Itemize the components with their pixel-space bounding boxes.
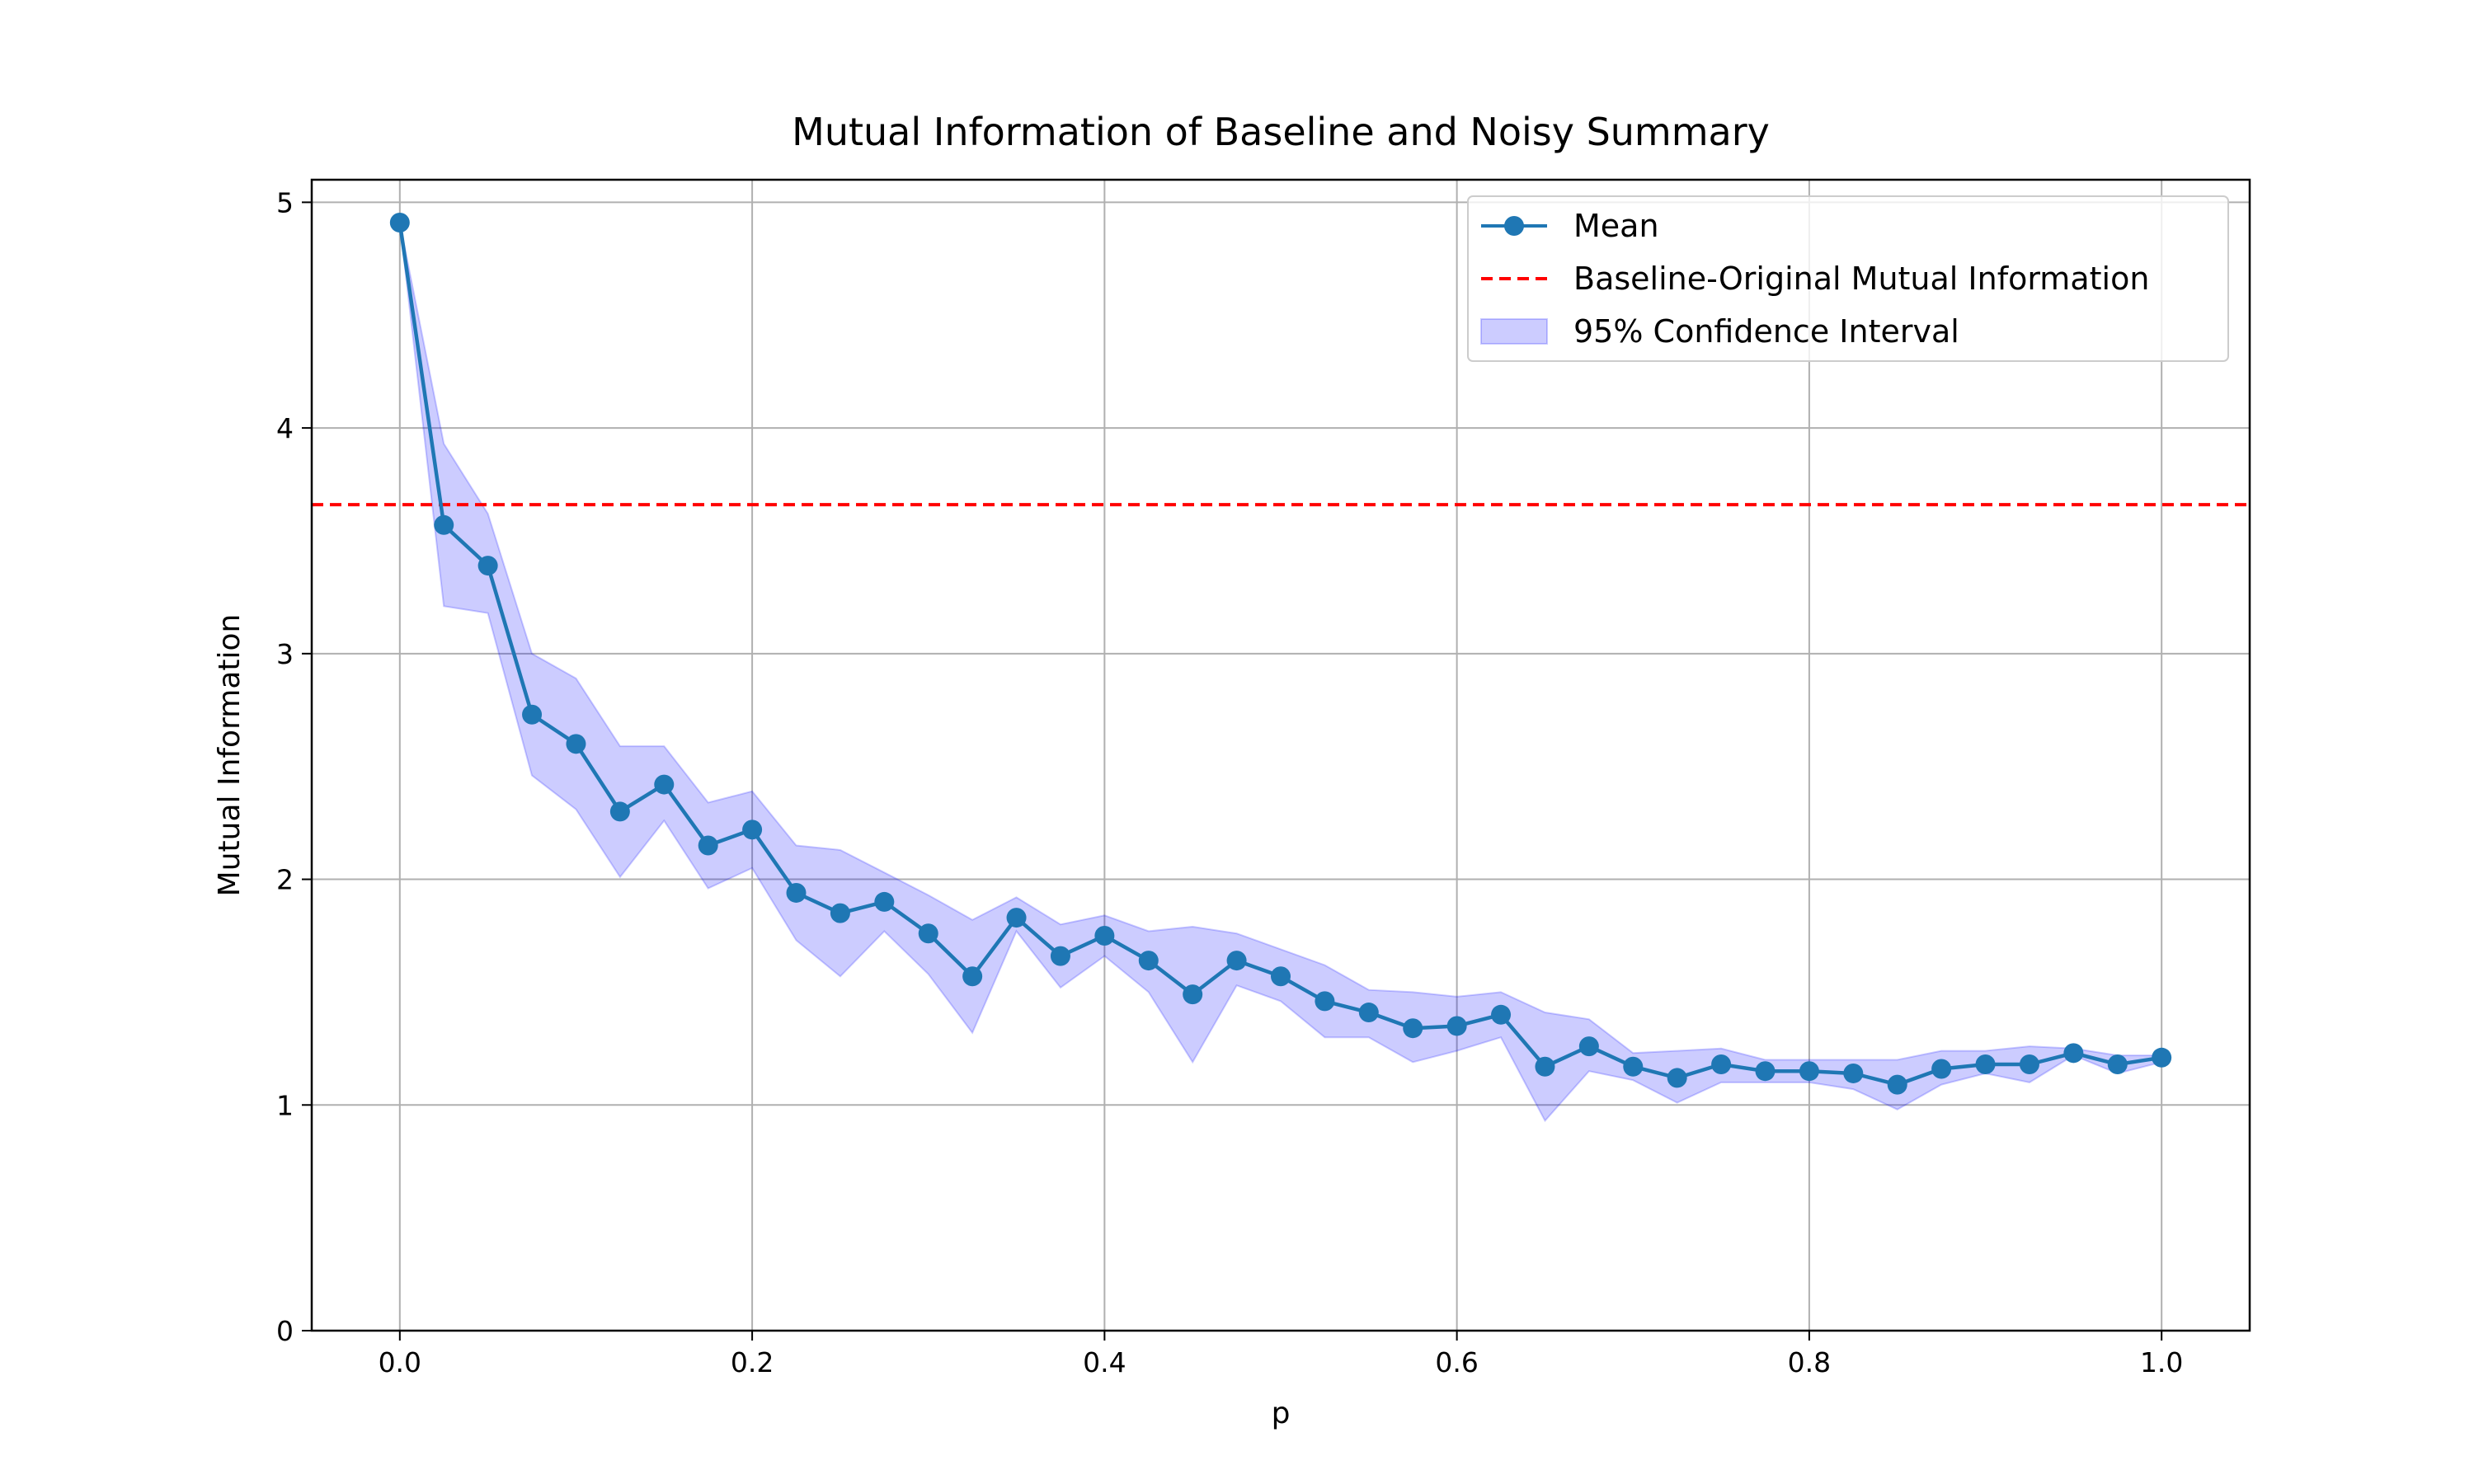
mean-data-point	[1799, 1061, 1819, 1082]
mean-data-point	[1403, 1018, 1423, 1039]
y-tick-label: 4	[276, 412, 294, 444]
legend-confidence-swatch-icon	[1480, 318, 1548, 345]
mean-data-point	[2063, 1043, 2084, 1064]
mean-data-point	[1094, 925, 1115, 946]
x-tick-label: 0.6	[1435, 1346, 1478, 1378]
mean-data-point	[1446, 1016, 1467, 1036]
y-tick-label: 3	[276, 638, 294, 670]
legend-confidence-label: 95% Confidence Interval	[1573, 313, 1959, 350]
legend: Mean Baseline-Original Mutual Informatio…	[1467, 195, 2229, 362]
mean-data-point	[1006, 908, 1027, 928]
mean-data-point	[1931, 1059, 1952, 1079]
plot-frame	[310, 178, 2251, 1332]
x-tick-label: 0.2	[731, 1346, 774, 1378]
mean-data-point	[1667, 1068, 1687, 1088]
y-axis-label: Mutual Information	[213, 614, 247, 897]
x-tick-label: 0.0	[379, 1346, 421, 1378]
mean-data-point	[477, 556, 498, 576]
legend-reference-label: Baseline-Original Mutual Information	[1573, 261, 2149, 297]
mean-data-point	[1138, 951, 1159, 971]
mean-data-point	[1711, 1054, 1732, 1075]
x-tick-label: 0.4	[1083, 1346, 1126, 1378]
mean-data-point	[1226, 951, 1247, 971]
mean-data-point	[522, 704, 543, 725]
mean-data-point	[1315, 991, 1335, 1012]
mean-data-point	[1491, 1004, 1512, 1025]
x-tick-label: 0.8	[1788, 1346, 1831, 1378]
mean-data-point	[609, 801, 630, 822]
x-axis-label: p	[1272, 1397, 1291, 1430]
mean-data-point	[2152, 1047, 2172, 1068]
y-tick-label: 1	[276, 1089, 294, 1121]
mean-data-point	[1050, 946, 1070, 966]
mean-data-point	[1623, 1056, 1644, 1077]
y-tick-label: 0	[276, 1315, 294, 1347]
mean-data-point	[1975, 1054, 1996, 1075]
mean-data-point	[1843, 1063, 1864, 1083]
mean-data-point	[1578, 1036, 1599, 1057]
mean-data-point	[830, 903, 850, 923]
mean-data-point	[654, 774, 675, 795]
mean-data-point	[566, 734, 586, 754]
mean-data-point	[1183, 984, 1203, 1005]
chart-title: Mutual Information of Baseline and Noisy…	[792, 110, 1770, 154]
mean-data-point	[786, 882, 807, 903]
series-layer	[389, 213, 2172, 1095]
mean-data-point	[918, 923, 938, 944]
mean-data-point	[434, 514, 454, 535]
legend-mean-label: Mean	[1573, 208, 1659, 244]
mean-data-point	[698, 835, 718, 856]
mean-data-point	[389, 213, 410, 233]
legend-mean-marker-icon	[1504, 216, 1524, 236]
x-tick-label: 1.0	[2140, 1346, 2183, 1378]
mean-data-point	[1755, 1061, 1776, 1082]
mean-data-point	[1535, 1056, 1555, 1077]
legend-box	[1467, 195, 2229, 362]
y-tick-label: 2	[276, 864, 294, 896]
mean-data-point	[742, 819, 763, 840]
mean-data-point	[1358, 1003, 1379, 1023]
mean-data-point	[962, 966, 983, 987]
mean-data-point	[2019, 1054, 2039, 1075]
mean-data-point	[1271, 966, 1291, 987]
mean-data-point	[2107, 1054, 2128, 1075]
mean-data-point	[1887, 1074, 1907, 1095]
y-tick-label: 5	[276, 186, 294, 218]
mean-data-point	[874, 891, 895, 912]
ticks: 0.0 0.2 0.4 0.6 0.8 1.0 0 1 2 3 4 5	[276, 186, 2183, 1378]
